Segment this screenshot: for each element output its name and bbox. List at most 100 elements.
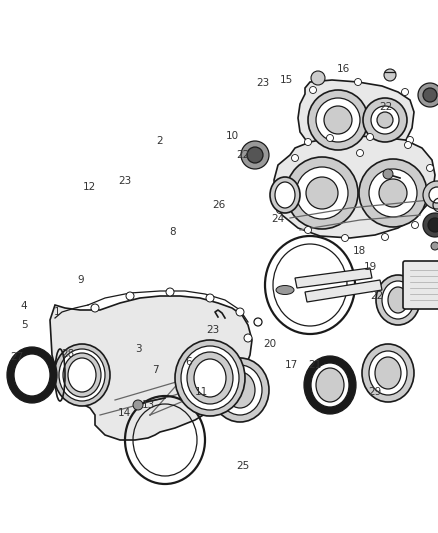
Circle shape (306, 177, 338, 209)
Polygon shape (274, 136, 435, 238)
Ellipse shape (304, 356, 356, 414)
Circle shape (383, 169, 393, 179)
Text: 5: 5 (21, 320, 28, 330)
Text: 23: 23 (256, 78, 269, 87)
Circle shape (427, 165, 434, 172)
Text: 23: 23 (118, 176, 131, 186)
Circle shape (91, 304, 99, 312)
Circle shape (411, 222, 418, 229)
Text: 8: 8 (170, 227, 177, 237)
Ellipse shape (54, 344, 110, 406)
Circle shape (276, 206, 283, 214)
Ellipse shape (311, 363, 349, 407)
Circle shape (359, 159, 427, 227)
Text: 23: 23 (206, 326, 219, 335)
Circle shape (371, 106, 399, 134)
Ellipse shape (369, 351, 407, 395)
Ellipse shape (270, 177, 300, 213)
Circle shape (406, 136, 413, 143)
Ellipse shape (68, 358, 96, 392)
Text: 11: 11 (195, 387, 208, 397)
Ellipse shape (382, 281, 414, 319)
Circle shape (316, 98, 360, 142)
Circle shape (428, 218, 438, 232)
Circle shape (369, 169, 417, 217)
Circle shape (354, 78, 361, 85)
Ellipse shape (7, 347, 57, 403)
Circle shape (402, 88, 409, 95)
Circle shape (166, 288, 174, 296)
Circle shape (431, 242, 438, 250)
Ellipse shape (218, 365, 262, 415)
Text: 22: 22 (237, 150, 250, 159)
Circle shape (296, 167, 348, 219)
Circle shape (367, 133, 374, 141)
Ellipse shape (375, 357, 401, 389)
Text: 7: 7 (152, 366, 159, 375)
Circle shape (244, 334, 252, 342)
Circle shape (236, 358, 244, 366)
Text: 17: 17 (285, 360, 298, 370)
Circle shape (363, 98, 407, 142)
Text: 28: 28 (61, 350, 74, 359)
Circle shape (429, 187, 438, 203)
Circle shape (357, 149, 364, 157)
Ellipse shape (59, 349, 105, 401)
Text: 9: 9 (78, 275, 85, 285)
Ellipse shape (316, 368, 344, 402)
Text: 18: 18 (353, 246, 366, 255)
Circle shape (423, 213, 438, 237)
Text: 16: 16 (337, 64, 350, 74)
Text: 3: 3 (134, 344, 141, 354)
Ellipse shape (187, 352, 233, 404)
Circle shape (423, 88, 437, 102)
Ellipse shape (225, 372, 255, 408)
Text: 14: 14 (118, 408, 131, 418)
Text: 10: 10 (226, 131, 239, 141)
Circle shape (241, 141, 269, 169)
Circle shape (236, 308, 244, 316)
Circle shape (324, 106, 352, 134)
Circle shape (423, 181, 438, 209)
Circle shape (133, 400, 143, 410)
Ellipse shape (388, 287, 408, 313)
Text: 15: 15 (280, 75, 293, 85)
Text: 25: 25 (237, 462, 250, 471)
Circle shape (427, 191, 434, 198)
Text: 21: 21 (309, 360, 322, 370)
FancyBboxPatch shape (403, 261, 438, 309)
Ellipse shape (63, 353, 101, 397)
Circle shape (126, 292, 134, 300)
Text: 22: 22 (379, 102, 392, 111)
Ellipse shape (376, 275, 420, 325)
Circle shape (381, 233, 389, 240)
Text: 22: 22 (370, 291, 383, 301)
Text: 6: 6 (185, 358, 192, 367)
Text: 24: 24 (272, 214, 285, 223)
Text: 13: 13 (142, 400, 155, 410)
Text: 29: 29 (368, 387, 381, 397)
Circle shape (377, 112, 393, 128)
Ellipse shape (14, 354, 50, 396)
Circle shape (247, 147, 263, 163)
Circle shape (310, 86, 317, 93)
Circle shape (418, 83, 438, 107)
Circle shape (304, 139, 311, 146)
Circle shape (206, 294, 214, 302)
Circle shape (405, 141, 411, 149)
Text: 19: 19 (364, 262, 377, 271)
Polygon shape (50, 296, 252, 440)
Ellipse shape (175, 340, 245, 416)
Ellipse shape (181, 346, 239, 410)
Circle shape (308, 90, 368, 150)
Polygon shape (305, 280, 382, 302)
Text: 27: 27 (10, 352, 23, 362)
Circle shape (286, 157, 358, 229)
Ellipse shape (275, 182, 295, 208)
Circle shape (379, 179, 407, 207)
Ellipse shape (194, 359, 226, 397)
Ellipse shape (211, 358, 269, 422)
Circle shape (304, 227, 311, 233)
Text: 2: 2 (156, 136, 163, 146)
Text: 26: 26 (212, 200, 226, 210)
